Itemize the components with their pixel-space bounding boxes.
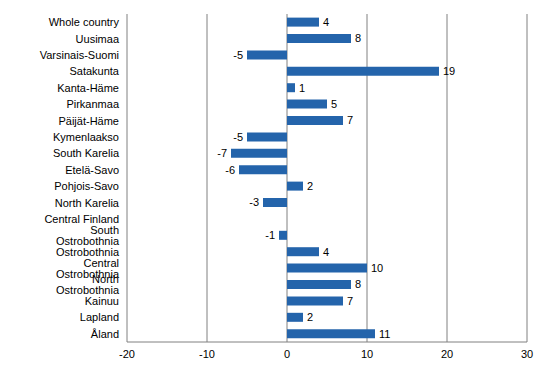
svg-text:-3: -3 <box>249 196 259 208</box>
svg-text:Päijät-Häme: Päijät-Häme <box>58 115 119 127</box>
svg-text:Lapland: Lapland <box>80 311 119 323</box>
svg-text:10: 10 <box>361 348 373 360</box>
svg-text:Etelä-Savo: Etelä-Savo <box>65 164 119 176</box>
svg-text:Satakunta: Satakunta <box>69 65 119 77</box>
svg-text:30: 30 <box>521 348 533 360</box>
svg-text:19: 19 <box>443 65 455 77</box>
svg-text:7: 7 <box>347 114 353 126</box>
svg-text:-10: -10 <box>199 348 215 360</box>
svg-text:Pirkanmaa: Pirkanmaa <box>66 98 119 110</box>
svg-text:8: 8 <box>355 32 361 44</box>
svg-text:Whole country: Whole country <box>49 16 120 28</box>
svg-text:-5: -5 <box>233 49 243 61</box>
svg-text:5: 5 <box>331 98 337 110</box>
svg-text:2: 2 <box>307 180 313 192</box>
svg-text:Kymenlaakso: Kymenlaakso <box>53 131 119 143</box>
svg-text:7: 7 <box>347 295 353 307</box>
svg-text:South Karelia: South Karelia <box>53 147 120 159</box>
svg-text:Kainuu: Kainuu <box>85 295 119 307</box>
svg-text:North Karelia: North Karelia <box>55 197 120 209</box>
svg-text:2: 2 <box>307 311 313 323</box>
svg-text:Varsinais-Suomi: Varsinais-Suomi <box>40 49 119 61</box>
svg-text:Uusimaa: Uusimaa <box>76 33 120 45</box>
svg-text:Kanta-Häme: Kanta-Häme <box>57 82 119 94</box>
svg-text:4: 4 <box>323 246 329 258</box>
svg-text:0: 0 <box>284 348 290 360</box>
svg-text:11: 11 <box>379 328 390 340</box>
svg-text:-20: -20 <box>119 348 135 360</box>
svg-text:1: 1 <box>299 82 305 94</box>
svg-text:-1: -1 <box>265 229 275 241</box>
svg-text:-5: -5 <box>233 131 243 143</box>
svg-text:4: 4 <box>323 16 329 28</box>
svg-text:Pohjois-Savo: Pohjois-Savo <box>54 180 119 192</box>
html-text:Central: Central <box>83 256 119 269</box>
svg-text:-6: -6 <box>225 164 235 176</box>
svg-text:SouthOstrobothnia: SouthOstrobothnia <box>56 224 120 247</box>
svg-text:Ostrobothnia: Ostrobothnia <box>56 245 119 258</box>
svg-text:-7: -7 <box>217 147 227 159</box>
svg-text:20: 20 <box>441 348 453 360</box>
svg-text:Central Finland: Central Finland <box>44 212 119 225</box>
svg-text:Åland: Åland <box>91 328 119 340</box>
svg-text:10: 10 <box>371 262 383 274</box>
svg-text:8: 8 <box>355 278 361 290</box>
svg-text:NorthOstrobothnia: NorthOstrobothnia <box>56 273 120 296</box>
